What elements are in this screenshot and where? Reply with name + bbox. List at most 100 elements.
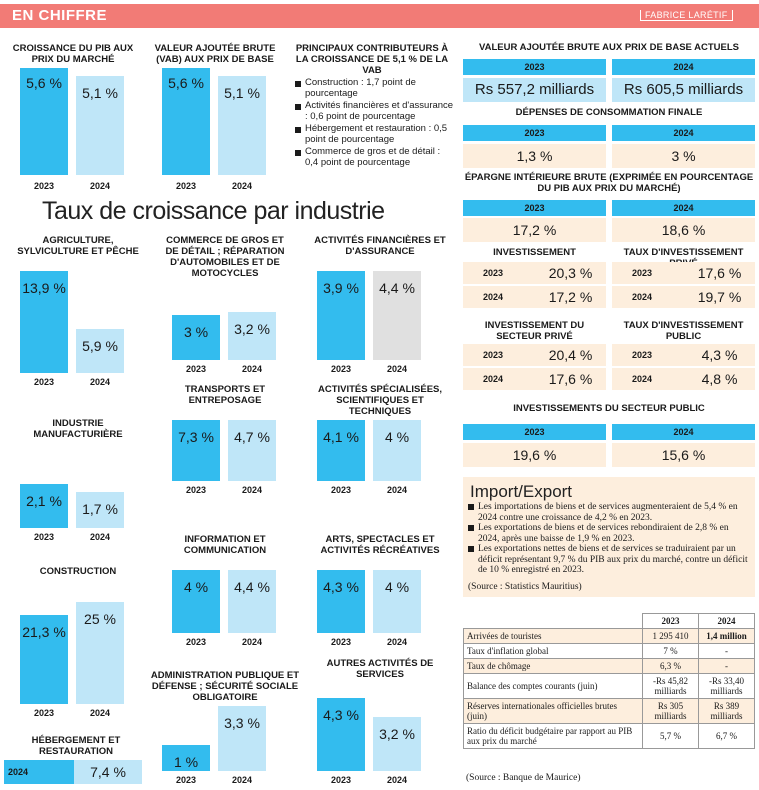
- vab-actuels-title: VALEUR AJOUTÉE BRUTE AUX PRIX DE BASE AC…: [478, 42, 740, 53]
- industry-year: 2023: [185, 485, 207, 495]
- pib-year-2024: 2024: [89, 181, 111, 191]
- industry-value: 4,7 %: [234, 429, 270, 445]
- industry-year: 2023: [175, 775, 197, 785]
- industry-year: 2023: [330, 364, 352, 374]
- industry-year: 2023: [185, 364, 207, 374]
- table-cell: Rs 305 milliards: [642, 698, 699, 724]
- industry-bar: 3,9 %: [317, 271, 365, 360]
- vab-value-2024: 5,1 %: [224, 85, 260, 101]
- vab-bar-2024: 5,1 %: [218, 76, 266, 175]
- industry-bar: 3,2 %: [373, 716, 421, 771]
- industry-title: ADMINISTRATION PUBLIQUE ET DÉFENSE ; SÉC…: [150, 670, 300, 703]
- industry-year: 2024: [231, 775, 253, 785]
- mini-table-value: 4,8 %: [684, 368, 755, 390]
- mini-table-year: 2023: [463, 262, 535, 284]
- hebergement-year: 2024: [8, 767, 29, 777]
- industry-year: 2023: [33, 708, 55, 718]
- mini-table-value: 19,7 %: [684, 286, 755, 308]
- vab-actuels-year-2023: 2023: [463, 59, 606, 75]
- hebergement-title: HÉBERGEMENT ET RESTAURATION: [31, 735, 121, 757]
- industry-bar: 4,3 %: [317, 697, 365, 771]
- vab-value-2023: 5,6 %: [168, 75, 204, 91]
- industry-bar: 4,7 %: [228, 420, 276, 481]
- hebergement-year-box: 2024: [4, 760, 74, 784]
- industry-bar: 1 %: [162, 745, 210, 771]
- industry-value: 2,1 %: [26, 492, 62, 509]
- table-cell: 7 %: [642, 643, 699, 659]
- industry-bar: 3,3 %: [218, 706, 266, 771]
- import-export-source: (Source : Statistics Mauritius): [468, 582, 582, 592]
- table-cell: -: [698, 658, 755, 674]
- byline: FABRICE LARÉTIF: [640, 10, 733, 21]
- industry-title: ARTS, SPECTACLES ET ACTIVITÉS RÉCRÉATIVE…: [320, 534, 440, 556]
- depenses-year-2023: 2023: [463, 125, 606, 141]
- industry-value: 3,2 %: [234, 321, 270, 337]
- mini-table-title: INVESTISSEMENT DU SECTEUR PRIVÉ: [484, 320, 585, 342]
- industry-title: AUTRES ACTIVITÉS DE SERVICES: [326, 658, 434, 680]
- industry-year: 2023: [33, 532, 55, 542]
- table-row: Réserves internationales officielles bru…: [463, 698, 755, 724]
- industry-value: 1,7 %: [82, 501, 118, 518]
- import-export-item: Les exportations de biens et de services…: [468, 523, 752, 544]
- import-export-title: Import/Export: [470, 482, 573, 501]
- mini-table-year: 2023: [612, 344, 684, 366]
- table-cell: -: [698, 643, 755, 659]
- table-source: (Source : Banque de Maurice): [466, 773, 581, 783]
- mini-table-title: INVESTISSEMENT: [493, 247, 576, 258]
- import-export-list: Les importations de biens et de services…: [468, 502, 752, 576]
- invpub-year-2024: 2024: [612, 424, 755, 440]
- invpub-2024: 15,6 %: [612, 443, 755, 467]
- mini-table-year: 2024: [463, 286, 535, 308]
- industry-year: 2024: [89, 708, 111, 718]
- mini-table-value: 17,6 %: [684, 262, 755, 284]
- industry-bar: 2,1 %: [20, 483, 68, 528]
- hebergement-value-box: 7,4 %: [74, 760, 142, 784]
- table-cell: 6,3 %: [642, 658, 699, 674]
- mini-table-value: 4,3 %: [684, 344, 755, 366]
- industry-year: 2024: [386, 775, 408, 785]
- industry-value: 25 %: [84, 611, 116, 627]
- table-cell: 1 295 410: [642, 628, 699, 644]
- header-bar: [0, 4, 759, 28]
- industry-value: 4 %: [183, 579, 209, 595]
- invpub-year-2023: 2023: [463, 424, 606, 440]
- mini-table-year: 2024: [612, 286, 684, 308]
- vab-bar-2023: 5,6 %: [162, 68, 210, 175]
- industry-value: 4,3 %: [323, 706, 359, 723]
- industry-bar: 4 %: [172, 570, 220, 633]
- vab-chart-title: VALEUR AJOUTÉE BRUTE (VAB) AUX PRIX DE B…: [154, 43, 276, 65]
- industry-bar: 3,2 %: [228, 312, 276, 360]
- vab-year-2024: 2024: [231, 181, 253, 191]
- industry-value: 3,3 %: [224, 715, 260, 731]
- industry-bar: 13,9 %: [20, 271, 68, 373]
- table-cell: Taux de chômage: [463, 658, 643, 674]
- table-row: Taux de chômage 6,3 % -: [463, 658, 755, 674]
- industry-value: 13,9 %: [22, 280, 66, 296]
- depenses-2024: 3 %: [612, 144, 755, 168]
- industry-value: 4 %: [384, 579, 410, 595]
- pib-value-2024: 5,1 %: [82, 85, 118, 101]
- industry-value: 3,2 %: [379, 725, 415, 742]
- industry-value: 21,3 %: [22, 623, 66, 640]
- pib-bar-2024: 5,1 %: [76, 76, 124, 175]
- contributor-item: Hébergement et restauration : 0,5 point …: [295, 123, 455, 145]
- industry-bar: 4 %: [373, 570, 421, 633]
- industry-title: ACTIVITÉS SPÉCIALISÉES, SCIENTIFIQUES ET…: [317, 384, 443, 417]
- industry-bar: 1,7 %: [76, 492, 124, 528]
- industry-value: 5,9 %: [82, 337, 118, 354]
- industry-year: 2024: [89, 377, 111, 387]
- epargne-year-2024: 2024: [612, 200, 755, 216]
- table-header-cell: 2024: [698, 613, 755, 629]
- industry-title: INDUSTRIE MANUFACTURIÈRE: [33, 418, 123, 440]
- industry-bar: 4,3 %: [317, 570, 365, 633]
- mini-table-year: 2023: [612, 262, 684, 284]
- import-export-item: Les importations de biens et de services…: [468, 502, 752, 523]
- industry-bar: 5,9 %: [76, 328, 124, 373]
- industry-bar: 3 %: [172, 315, 220, 360]
- industry-year: 2024: [386, 637, 408, 647]
- depenses-year-2024: 2024: [612, 125, 755, 141]
- table-cell: Rs 389 milliards: [698, 698, 755, 724]
- invpub-2023: 19,6 %: [463, 443, 606, 467]
- industry-value: 4,1 %: [323, 429, 359, 445]
- industry-year: 2023: [33, 377, 55, 387]
